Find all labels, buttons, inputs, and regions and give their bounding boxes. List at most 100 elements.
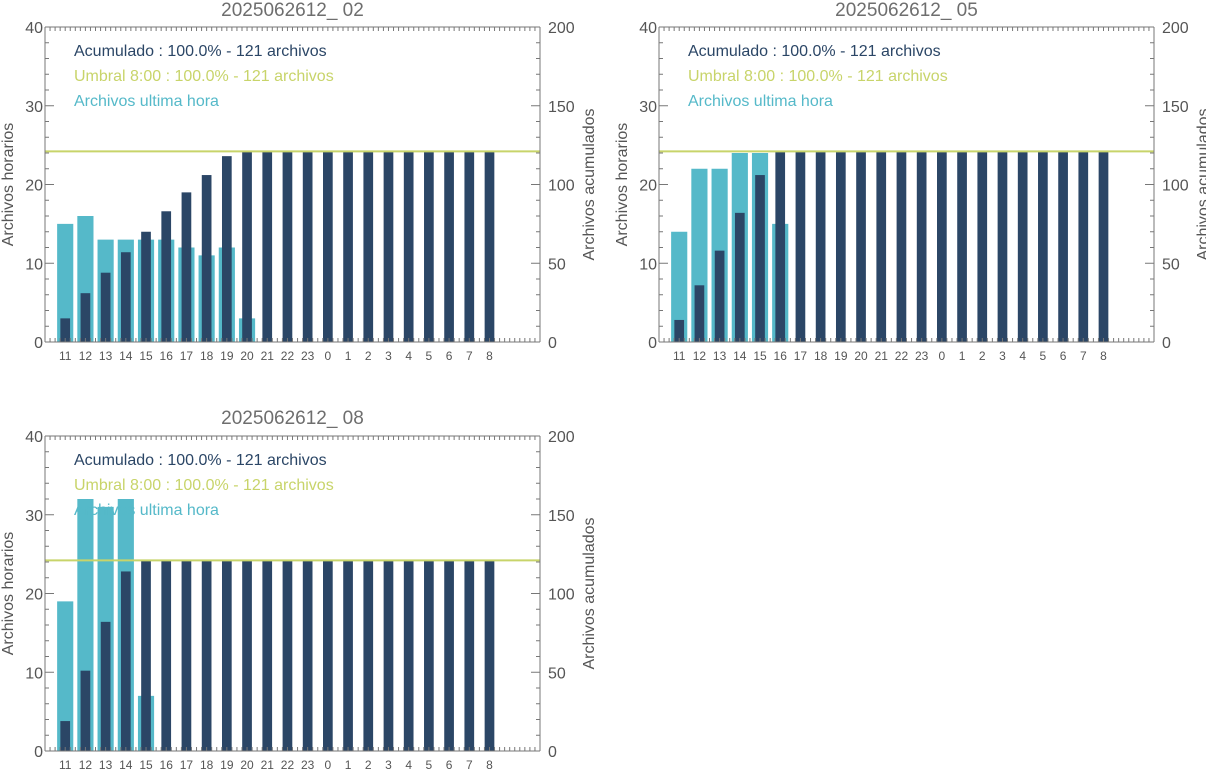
left-tick-label: 10: [25, 665, 43, 682]
bar-cumulative-19: [835, 151, 846, 342]
right-tick-label: 200: [548, 20, 575, 37]
x-tick-label: 17: [794, 349, 808, 363]
bar-cumulative-8: [484, 560, 495, 751]
x-tick-label: 20: [240, 758, 254, 771]
bar-cumulative-23: [302, 151, 313, 342]
x-tick-label: 3: [385, 758, 392, 771]
x-tick-label: 23: [915, 349, 929, 363]
bar-cumulative-6: [444, 151, 454, 342]
bar-cumulative-21: [262, 560, 273, 751]
x-tick-label: 1: [959, 349, 966, 363]
x-tick-label: 1: [345, 758, 352, 771]
bar-cumulative-0: [323, 560, 333, 751]
x-tick-label: 15: [139, 758, 153, 771]
chart-title: 2025062612_ 05: [835, 0, 978, 21]
x-tick-label: 4: [405, 349, 412, 363]
bar-hourly-11: [57, 223, 74, 342]
chart-title: 2025062612_ 02: [221, 0, 364, 21]
bar-cumulative-18: [815, 151, 826, 342]
legend-threshold: Umbral 8:00 : 100.0% - 121 archivos: [74, 477, 334, 494]
x-tick-label: 12: [79, 349, 93, 363]
left-tick-label: 20: [25, 587, 43, 604]
x-tick-label: 17: [180, 349, 194, 363]
x-tick-label: 23: [301, 758, 315, 771]
bar-cumulative-14: [120, 571, 131, 751]
bar-cumulative-15: [141, 560, 151, 751]
x-tick-label: 12: [693, 349, 707, 363]
x-tick-label: 23: [301, 349, 315, 363]
x-tick-label: 7: [466, 758, 473, 771]
bar-cumulative-20: [242, 151, 252, 342]
bar-cumulative-5: [424, 560, 434, 751]
bar-cumulative-11: [60, 318, 71, 342]
y-axis-label-left: Archivos horarios: [0, 123, 17, 247]
bar-cumulative-14: [120, 252, 131, 342]
bar-cumulative-4: [403, 151, 414, 342]
x-tick-label: 22: [281, 349, 295, 363]
bar-cumulative-1: [343, 151, 353, 342]
bar-cumulative-20: [856, 151, 866, 342]
left-tick-label: 40: [25, 429, 43, 446]
chart-title: 2025062612_ 08: [221, 408, 364, 429]
bar-cumulative-4: [1017, 151, 1028, 342]
left-tick-label: 20: [25, 178, 43, 195]
x-tick-label: 5: [426, 758, 433, 771]
right-tick-label: 100: [548, 178, 575, 195]
bar-cumulative-7: [464, 151, 475, 342]
x-tick-label: 20: [854, 349, 868, 363]
x-tick-label: 16: [160, 349, 174, 363]
left-tick-label: 10: [25, 256, 43, 273]
x-tick-label: 5: [426, 349, 433, 363]
y-axis-label-right: Archivos acumulados: [581, 108, 598, 260]
x-tick-label: 18: [200, 349, 214, 363]
x-tick-label: 2: [365, 758, 372, 771]
x-tick-label: 18: [200, 758, 214, 771]
bar-cumulative-5: [1038, 151, 1048, 342]
legend-hourly: Archivos ultima hora: [74, 502, 219, 519]
right-tick-label: 100: [1162, 178, 1189, 195]
left-tick-label: 0: [34, 744, 43, 761]
bar-cumulative-0: [323, 151, 333, 342]
legend-cumulative: Acumulado : 100.0% - 121 archivos: [688, 43, 941, 60]
x-tick-label: 16: [160, 758, 174, 771]
x-tick-label: 2: [979, 349, 986, 363]
right-tick-label: 150: [1162, 99, 1189, 116]
x-tick-label: 15: [139, 349, 153, 363]
bar-cumulative-18: [201, 175, 212, 342]
left-tick-label: 40: [25, 20, 43, 37]
bar-hourly-11: [671, 231, 688, 342]
right-tick-label: 150: [548, 99, 575, 116]
bar-cumulative-2: [363, 560, 374, 751]
bar-cumulative-19: [221, 560, 232, 751]
x-tick-label: 0: [325, 758, 332, 771]
legend-hourly: Archivos ultima hora: [74, 93, 219, 110]
x-tick-label: 4: [1019, 349, 1026, 363]
bar-cumulative-14: [734, 212, 745, 342]
x-tick-label: 19: [220, 758, 234, 771]
x-tick-label: 22: [895, 349, 909, 363]
bar-cumulative-1: [343, 560, 353, 751]
bar-cumulative-16: [775, 151, 786, 342]
left-tick-label: 40: [639, 20, 657, 37]
bar-cumulative-17: [181, 560, 192, 751]
x-tick-label: 11: [59, 758, 72, 771]
bar-cumulative-2: [363, 151, 374, 342]
x-tick-label: 6: [1060, 349, 1067, 363]
bar-cumulative-17: [795, 151, 806, 342]
bar-cumulative-22: [282, 151, 293, 342]
x-tick-label: 8: [1100, 349, 1107, 363]
y-axis-label-left: Archivos horarios: [0, 532, 17, 656]
x-tick-label: 3: [385, 349, 392, 363]
x-tick-label: 6: [446, 758, 453, 771]
left-tick-label: 0: [34, 335, 43, 352]
x-tick-label: 6: [446, 349, 453, 363]
x-tick-label: 8: [486, 758, 493, 771]
legend-cumulative: Acumulado : 100.0% - 121 archivos: [74, 43, 327, 60]
bar-hourly-11: [57, 601, 74, 751]
x-tick-label: 12: [79, 758, 93, 771]
y-axis-label-left: Archivos horarios: [614, 123, 631, 247]
bar-cumulative-12: [80, 670, 91, 751]
